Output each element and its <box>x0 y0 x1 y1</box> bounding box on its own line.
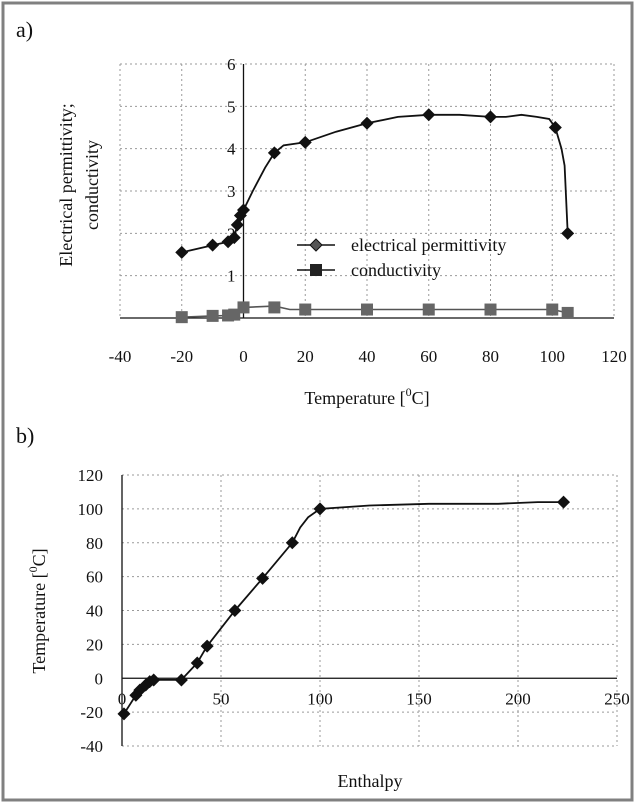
chart-b-y-tick-20: 20 <box>86 635 103 654</box>
chart-b-gridlines <box>122 474 618 747</box>
chart-b-y-tick--40: -40 <box>80 737 103 756</box>
chart-b-y-tick-0: 0 <box>95 669 104 688</box>
chart-a-series <box>175 108 575 324</box>
chart-a-permittivity-point-1 <box>206 238 220 252</box>
chart-a-x-tick-80: 80 <box>482 347 499 366</box>
chart-b-temperature-point-10 <box>256 571 270 585</box>
chart-b-tick-labels: -40 -20 0 20 40 60 80 100 120 0 50 100 150 200 250 <box>78 466 630 756</box>
chart-b-x-tick-50: 50 <box>213 689 230 708</box>
chart-a-y-tick-1: 1 <box>227 267 236 286</box>
chart-b-temperature-point-13 <box>557 495 571 509</box>
chart-a-x-axis-title-sup: 0 <box>406 385 412 399</box>
chart-b-x-tick-0: 0 <box>118 689 127 708</box>
chart-a-permittivity-point-12 <box>548 121 562 134</box>
chart-a-permittivity-point-7 <box>267 146 281 160</box>
chart-a-x-tick-40: 40 <box>359 347 376 366</box>
chart-a-x-axis-title: Temperature [0C] <box>304 385 429 408</box>
chart-a-conductivity-point-6 <box>299 303 312 316</box>
chart-a-y-tick-2: 2 <box>227 224 236 243</box>
chart-b-y-tick-100: 100 <box>78 500 104 519</box>
chart-a-permittivity-point-3 <box>227 231 241 245</box>
chart-a-x-tick-100: 100 <box>540 347 566 366</box>
chart-a-conductivity-point-5 <box>268 301 281 314</box>
chart-a-permittivity-point-10 <box>422 108 436 122</box>
legend-conductivity-marker <box>310 264 322 276</box>
chart-a-gridlines <box>119 63 615 318</box>
chart-a-x-tick-20: 20 <box>297 347 314 366</box>
chart-a-permittivity-point-11 <box>484 110 497 124</box>
chart-a-conductivity-point-3 <box>228 308 241 321</box>
chart-b-y-axis-title: Temperature [0C] <box>26 548 49 673</box>
chart-a-conductivity-point-0 <box>175 311 188 324</box>
legend-permittivity-marker <box>309 238 323 252</box>
legend-permittivity-label: electrical permittivity <box>351 235 506 255</box>
chart-a-x-tick-60: 60 <box>420 347 437 366</box>
chart-a-x-tick-120: 120 <box>601 347 627 366</box>
chart-a-conductivity-point-1 <box>206 309 219 322</box>
chart-a-conductivity-point-7 <box>361 303 373 316</box>
chart-a-permittivity-point-13 <box>561 226 575 240</box>
chart-a-conductivity-point-8 <box>422 303 435 316</box>
chart-a-conductivity-point-9 <box>484 303 497 316</box>
panel-label-b: b) <box>16 423 34 448</box>
chart-a-conductivity-point-10 <box>546 303 559 316</box>
chart-a-conductivity-point-11 <box>561 306 574 319</box>
chart-a-y-tick-4: 4 <box>227 140 236 159</box>
chart-a-x-tick--20: -20 <box>170 347 193 366</box>
chart-a-y-axis-title-line2: conductivity <box>82 140 102 230</box>
chart-b-x-tick-250: 250 <box>604 689 630 708</box>
legend-conductivity-label: conductivity <box>351 260 441 280</box>
chart-b-temperature-point-8 <box>200 639 214 653</box>
chart-b-temperature-point-0 <box>117 707 131 721</box>
chart-b-x-tick-100: 100 <box>307 689 333 708</box>
chart-b-x-tick-200: 200 <box>505 689 531 708</box>
panel-label-a: a) <box>16 17 33 42</box>
chart-b-temperature-point-5 <box>147 673 161 687</box>
chart-b-y-tick-40: 40 <box>86 602 103 621</box>
chart-b-y-tick-60: 60 <box>86 568 103 587</box>
chart-a-x-tick--40: -40 <box>109 347 132 366</box>
chart-a-permittivity-point-0 <box>175 245 189 259</box>
chart-a-axes <box>120 64 614 319</box>
chart-b-temperature-point-7 <box>190 656 204 670</box>
chart-b-x-tick-150: 150 <box>406 689 432 708</box>
chart-a-permittivity-point-6 <box>237 203 250 217</box>
chart-b-y-axis-title-sup: 0 <box>26 566 40 572</box>
chart-b-temperature-point-11 <box>285 536 299 550</box>
chart-b-series <box>117 495 571 721</box>
chart-a-x-axis-title-suffix: C] <box>412 388 430 408</box>
chart-a-legend: electrical permittivity conductivity <box>297 235 506 280</box>
chart-a-conductivity-point-4 <box>237 301 250 314</box>
chart-b-y-tick-80: 80 <box>86 534 103 553</box>
chart-b-y-axis-title-suffix: C] <box>29 548 49 566</box>
chart-a-permittivity-point-8 <box>298 135 312 149</box>
chart-b-temperature-point-9 <box>228 604 242 617</box>
chart-b-temperature-point-12 <box>313 502 327 516</box>
chart-a-y-axis-title-line1: Electrical permittivity; <box>56 103 76 266</box>
chart-b-x-axis-title: Enthalpy <box>338 771 403 791</box>
chart-b-temperature-point-6 <box>174 673 188 687</box>
chart-a-tick-labels: -40 -20 0 20 40 60 80 100 120 1 2 3 4 5 6 <box>109 55 627 366</box>
chart-b-axes <box>121 475 617 746</box>
chart-a-x-tick-0: 0 <box>239 347 248 366</box>
chart-a-y-tick-6: 6 <box>227 55 236 74</box>
chart-a-permittivity-point-9 <box>360 116 374 130</box>
chart-a-permittivity-conductivity: a) -40 -20 0 20 40 60 80 100 120 1 2 3 4 5 6 Electrica… <box>16 17 627 408</box>
chart-a-y-tick-3: 3 <box>227 182 236 201</box>
chart-a-y-tick-5: 5 <box>227 97 236 116</box>
chart-b-y-tick-120: 120 <box>78 466 104 485</box>
chart-b-y-tick--20: -20 <box>80 703 103 722</box>
